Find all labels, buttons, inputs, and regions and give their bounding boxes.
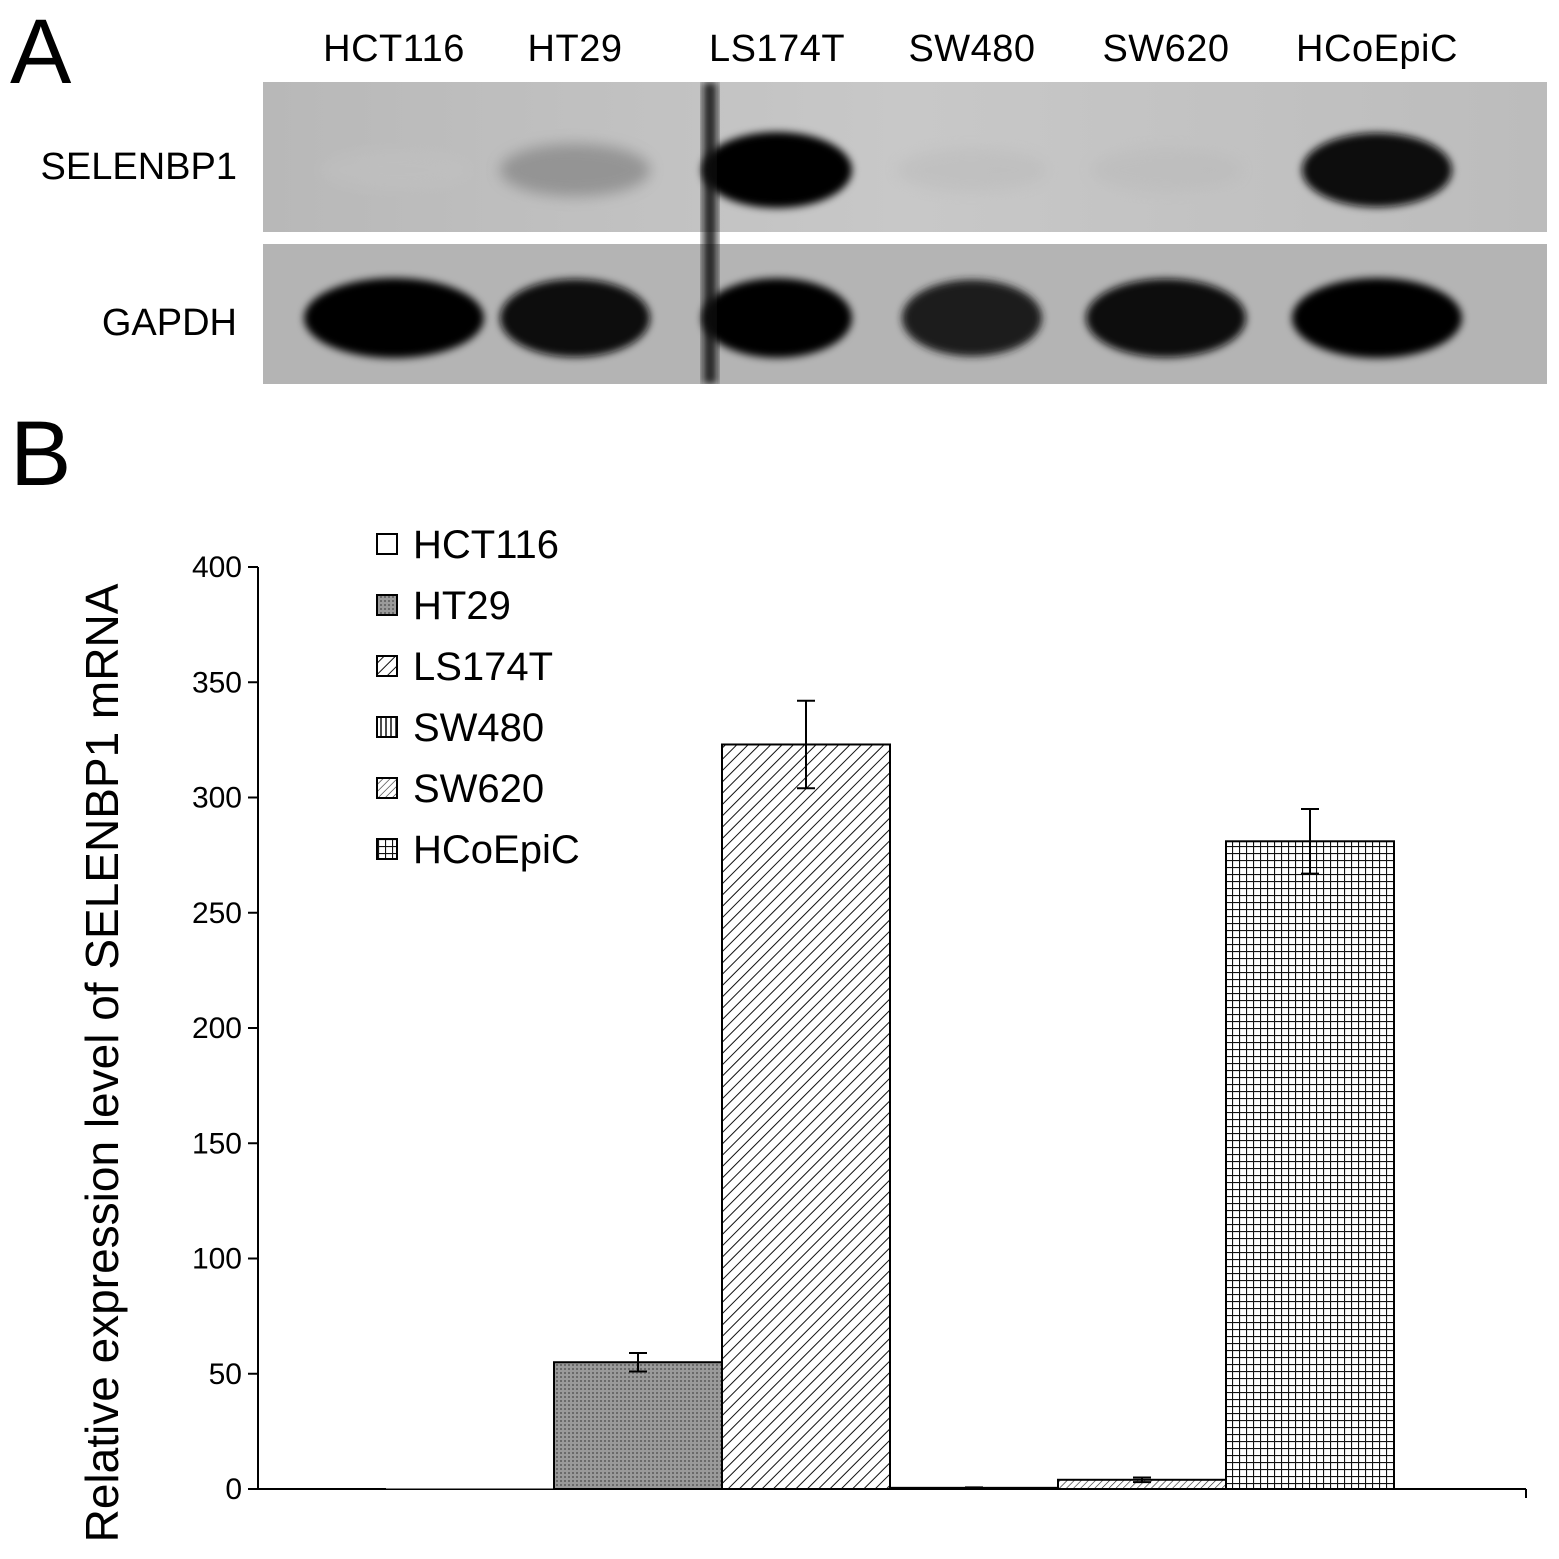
blot-band [500, 278, 650, 358]
bar-chart: Relative expression level of SELENBP1 mR… [76, 523, 1527, 1542]
lane-label: HCT116 [323, 28, 465, 70]
legend-swatch [376, 533, 398, 555]
blot-row-label: GAPDH [101, 302, 237, 344]
blot-band [702, 278, 852, 358]
legend-label: LS174T [413, 645, 553, 689]
blot-band [702, 132, 852, 208]
lane-label: HCoEpiC [1296, 28, 1458, 70]
blot-band [304, 278, 484, 358]
error-bar [1133, 1476, 1151, 1484]
legend-swatch [376, 655, 398, 677]
error-bar [1301, 808, 1319, 875]
legend-label: HCT116 [413, 523, 559, 567]
error-bar [797, 699, 815, 790]
panel-b-letter: B [10, 403, 72, 505]
blot-band [1302, 132, 1452, 208]
blot-smear [703, 82, 717, 384]
legend-swatch [376, 716, 398, 738]
bar-ls174t [721, 743, 891, 1490]
y-axis-label: Relative expression level of SELENBP1 mR… [76, 583, 128, 1542]
y-tick-label: 200 [192, 1012, 242, 1045]
y-tick-label: 100 [192, 1243, 242, 1276]
y-tick-label: 300 [192, 782, 242, 815]
blot-band [1086, 278, 1246, 358]
y-tick-label: 150 [192, 1127, 242, 1160]
y-tick-label: 400 [192, 551, 242, 584]
y-tick-label: 350 [192, 666, 242, 699]
lane-label: SW480 [908, 28, 1036, 70]
legend-label: HT29 [413, 584, 511, 628]
blot-band [902, 279, 1042, 357]
blot-band [1292, 278, 1462, 358]
legend-swatch [376, 777, 398, 799]
western-blot-image [263, 82, 1547, 384]
blot-band [1091, 148, 1241, 192]
legend-swatch [376, 838, 398, 860]
lane-label: HT29 [527, 28, 623, 70]
panel-a-letter: A [10, 1, 72, 103]
y-tick-label: 50 [209, 1358, 242, 1391]
blot-band [897, 148, 1047, 192]
lane-label: SW620 [1102, 28, 1230, 70]
legend-label: SW620 [413, 767, 544, 811]
legend-label: HCoEpiC [413, 828, 580, 872]
bar-hct116 [386, 1488, 554, 1489]
blot-band [319, 149, 469, 191]
blot-divider [263, 232, 1547, 244]
y-tick-label: 0 [225, 1473, 242, 1506]
blot-band [500, 143, 650, 197]
bar-hcoepic [1225, 840, 1395, 1491]
error-bar [629, 1352, 647, 1373]
legend-swatch [376, 594, 398, 616]
legend-label: SW480 [413, 706, 544, 750]
error-bar [965, 1486, 983, 1490]
lane-label: LS174T [708, 28, 846, 70]
bar-ht29 [553, 1361, 723, 1490]
blot-row-label: SELENBP1 [40, 146, 237, 188]
y-tick-label: 250 [192, 897, 242, 930]
